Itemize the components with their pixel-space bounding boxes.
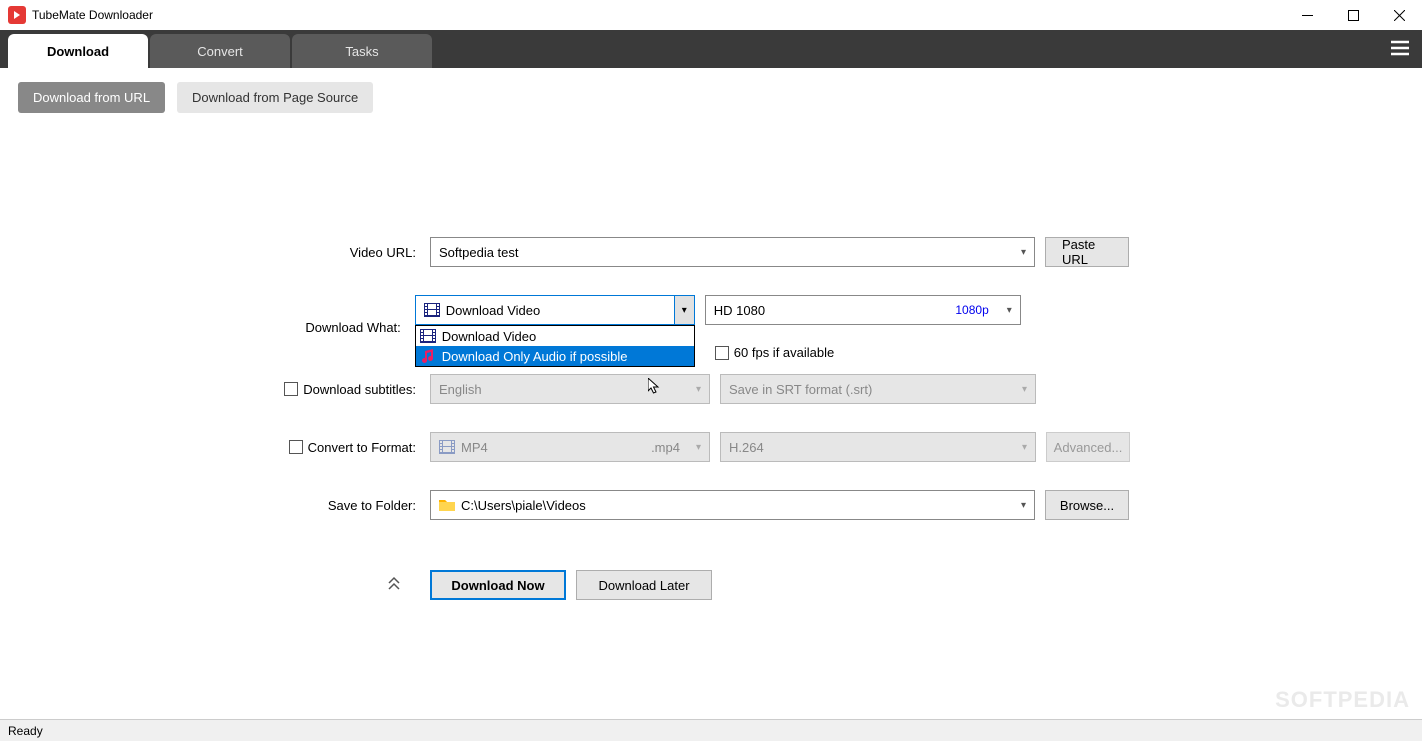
collapse-icon[interactable] [386,576,402,595]
convert-codec-select: H.264 ▾ [720,432,1036,462]
titlebar: TubeMate Downloader [0,0,1422,30]
quality-select[interactable]: HD 1080 1080p ▾ [705,295,1021,325]
quality-resolution: 1080p [955,303,988,317]
folder-icon [439,498,455,512]
download-what-value: Download Video [446,303,540,318]
menu-icon[interactable] [1388,36,1412,65]
chevron-down-icon: ▾ [696,384,701,395]
save-folder-path: C:\Users\piale\Videos [461,498,586,513]
label-download-what: Download What: [0,320,415,335]
fps-checkbox[interactable]: 60 fps if available [715,345,834,360]
subtabs: Download from URL Download from Page Sou… [0,68,1422,127]
subtab-source[interactable]: Download from Page Source [177,82,373,113]
film-icon [420,329,436,343]
checkbox-icon [715,346,729,360]
main-tabbar: Download Convert Tasks [0,30,1422,68]
minimize-button[interactable] [1284,0,1330,30]
chevron-down-icon: ▾ [1022,384,1027,395]
chevron-down-icon: ▾ [1022,442,1027,453]
dropdown-item-label: Download Only Audio if possible [442,349,628,364]
convert-format-value: MP4 [461,440,488,455]
download-what-dropdown: Download Video Download Only Audio if po… [415,325,695,367]
subtitle-format-value: Save in SRT format (.srt) [729,382,872,397]
advanced-button: Advanced... [1046,432,1130,462]
dropdown-item-video[interactable]: Download Video [416,326,694,346]
chevron-down-icon: ▾ [1021,500,1026,511]
close-button[interactable] [1376,0,1422,30]
convert-checkbox[interactable] [289,440,303,454]
subtab-url[interactable]: Download from URL [18,82,165,113]
label-subtitles: Download subtitles: [303,382,416,397]
fps-label: 60 fps if available [734,345,834,360]
status-text: Ready [8,724,43,738]
subtitles-checkbox[interactable] [284,382,298,396]
film-icon [424,303,440,317]
convert-codec-value: H.264 [729,440,764,455]
statusbar: Ready [0,719,1422,741]
tab-convert[interactable]: Convert [150,34,290,68]
video-url-value: Softpedia test [439,245,519,260]
save-folder-select[interactable]: C:\Users\piale\Videos ▾ [430,490,1035,520]
subtitle-language-select: English ▾ [430,374,710,404]
watermark: SOFTPEDIA [1275,687,1410,713]
browse-button[interactable]: Browse... [1045,490,1129,520]
film-icon [439,440,455,454]
chevron-down-icon: ▾ [1021,247,1026,258]
convert-format-select: MP4 .mp4 ▾ [430,432,710,462]
quality-label: HD 1080 [714,303,765,318]
label-save-folder: Save to Folder: [0,498,430,513]
app-icon [8,6,26,24]
maximize-button[interactable] [1330,0,1376,30]
subtitle-format-select: Save in SRT format (.srt) ▾ [720,374,1036,404]
label-convert: Convert to Format: [308,440,416,455]
download-now-button[interactable]: Download Now [430,570,566,600]
app-title: TubeMate Downloader [32,8,153,22]
download-form: Video URL: Softpedia test ▾ Paste URL Do… [0,127,1422,600]
dropdown-item-audio[interactable]: Download Only Audio if possible [416,346,694,366]
label-video-url: Video URL: [0,245,430,260]
download-what-select[interactable]: Download Video ▾ [415,295,695,325]
music-icon [420,349,436,363]
subtitle-language-value: English [439,382,482,397]
chevron-down-icon: ▾ [674,296,694,324]
chevron-down-icon: ▾ [1007,305,1012,316]
tab-tasks[interactable]: Tasks [292,34,432,68]
chevron-down-icon: ▾ [696,442,701,453]
download-later-button[interactable]: Download Later [576,570,712,600]
window-controls [1284,0,1422,30]
tab-download[interactable]: Download [8,34,148,68]
dropdown-item-label: Download Video [442,329,536,344]
convert-ext: .mp4 [651,440,680,455]
paste-url-button[interactable]: Paste URL [1045,237,1129,267]
video-url-input[interactable]: Softpedia test ▾ [430,237,1035,267]
